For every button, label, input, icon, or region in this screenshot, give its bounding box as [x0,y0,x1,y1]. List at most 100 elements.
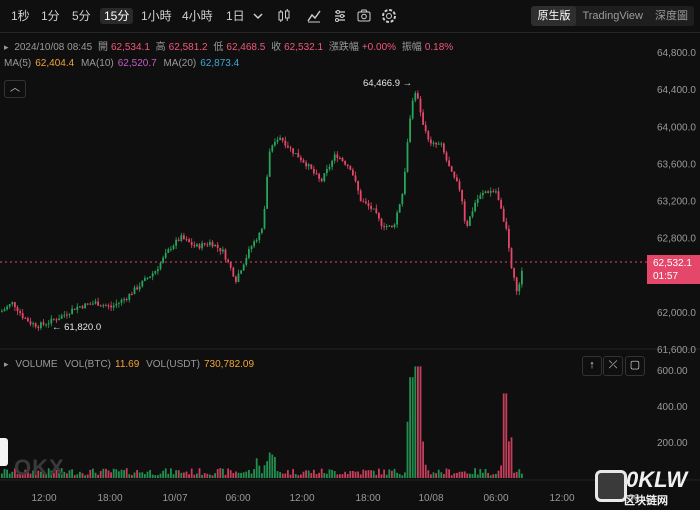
volume-bar [339,474,341,478]
screenshot-icon[interactable] [355,7,373,25]
chevron-down-icon[interactable] [249,7,267,25]
candle-body [383,226,385,228]
timeframe-1d[interactable]: 1日 [226,9,245,23]
price-tick-label: 63,200.0 [657,197,696,208]
price-tick-label: 64,800.0 [657,48,696,59]
timeframe-4h[interactable]: 4小時 [182,9,213,23]
volume-bar [331,469,333,478]
candle-body [492,191,495,193]
candle-body [359,190,362,202]
low-label: 低 [213,42,224,53]
candle-body [518,284,521,292]
volume-bar [307,470,310,478]
maximize-pane-button[interactable]: ▢ [625,356,645,376]
volume-bar [427,470,430,478]
close-value: 62,532.1 [284,42,324,53]
volume-bar [185,471,188,478]
volume-bar [6,469,8,478]
candle-body [235,276,237,282]
side-panel-tab[interactable] [0,438,8,466]
volume-bar [385,474,388,478]
candle-body [232,267,235,277]
okx-watermark: OKX [14,455,65,480]
timeframe-15m[interactable]: 15分 [100,8,134,24]
move-up-button[interactable]: ↑ [582,356,602,376]
volume-bar [24,469,27,478]
settings-gear-icon[interactable] [380,7,398,25]
volume-bar [58,472,60,478]
timeframe-1m[interactable]: 1分 [41,9,60,23]
volume-bar [261,473,263,478]
volume-bar [125,468,128,478]
collapse-arrow-icon[interactable]: ▸ [4,42,9,52]
tab-tradingview[interactable]: TradingView [582,10,643,22]
minimize-pane-button[interactable]: ⤫ [603,356,623,376]
volume-bar [476,474,479,478]
volume-bar [297,475,300,478]
volume-bar [388,469,391,478]
price-tick-label: 64,400.0 [657,85,696,96]
candle-body [318,173,320,179]
volume-bar [253,469,255,478]
ma20-label: MA(20) [163,58,197,69]
volume-bar [118,471,120,478]
minimize-icon: ⤫ [608,359,618,371]
timeframe-5m[interactable]: 5分 [72,9,91,23]
site-watermark-sub: 区块链网 [624,495,668,507]
volume-bar [313,469,315,478]
candle-body [313,168,315,174]
candle-body [183,235,185,240]
volume-bar [479,468,482,478]
candle-body [450,166,453,172]
volume-bar [45,474,47,478]
candle-body [271,145,274,152]
candle-body [34,323,37,327]
candle-body [154,271,157,274]
volume-bar [318,472,320,478]
candle-body [305,162,307,167]
timeframe-1h[interactable]: 1小時 [141,9,172,23]
volume-collapse-icon[interactable]: ▸ [4,359,9,369]
candle-body [388,225,391,227]
candle-body [37,326,40,329]
volume-bar [66,473,68,478]
volume-bar [336,474,339,478]
candle-body [258,232,261,241]
volume-bar [344,471,346,478]
candle-body [445,152,448,161]
volume-bar [380,474,383,478]
candle-body [58,318,60,321]
candle-body [432,142,435,144]
volume-bar [294,473,297,478]
candle-body [71,308,73,314]
tab-native[interactable]: 原生版 [531,6,577,26]
candles-group [1,90,523,331]
volume-bar [123,470,125,478]
timeframe-1s[interactable]: 1秒 [11,9,30,23]
time-tick-label: 06:00 [483,493,508,504]
volume-bar [128,474,131,478]
volume-tick-label: 400.00 [657,402,688,413]
volume-bar [458,471,461,478]
volume-bar [216,469,219,478]
volume-bar [133,472,136,478]
ma10-value: 62,520.7 [117,58,157,69]
collapse-legend-button[interactable]: ︿ [4,80,26,98]
site-watermark: 0KLW [626,467,688,492]
candle-type-icon[interactable] [275,7,293,25]
tab-depth[interactable]: 深度圖 [655,10,688,22]
volume-bar [443,474,445,478]
volume-bar [521,473,523,478]
candle-body [29,321,32,325]
candle-body [112,305,115,308]
volume-bar [8,473,11,478]
drawing-tools-icon[interactable] [331,7,349,25]
candle-body [266,176,268,209]
indicators-icon[interactable] [305,7,323,25]
volume-bar [196,473,198,478]
candle-body [60,315,63,319]
volume-bar [500,465,502,478]
candle-body [391,225,393,228]
high-label: 高 [155,42,166,53]
